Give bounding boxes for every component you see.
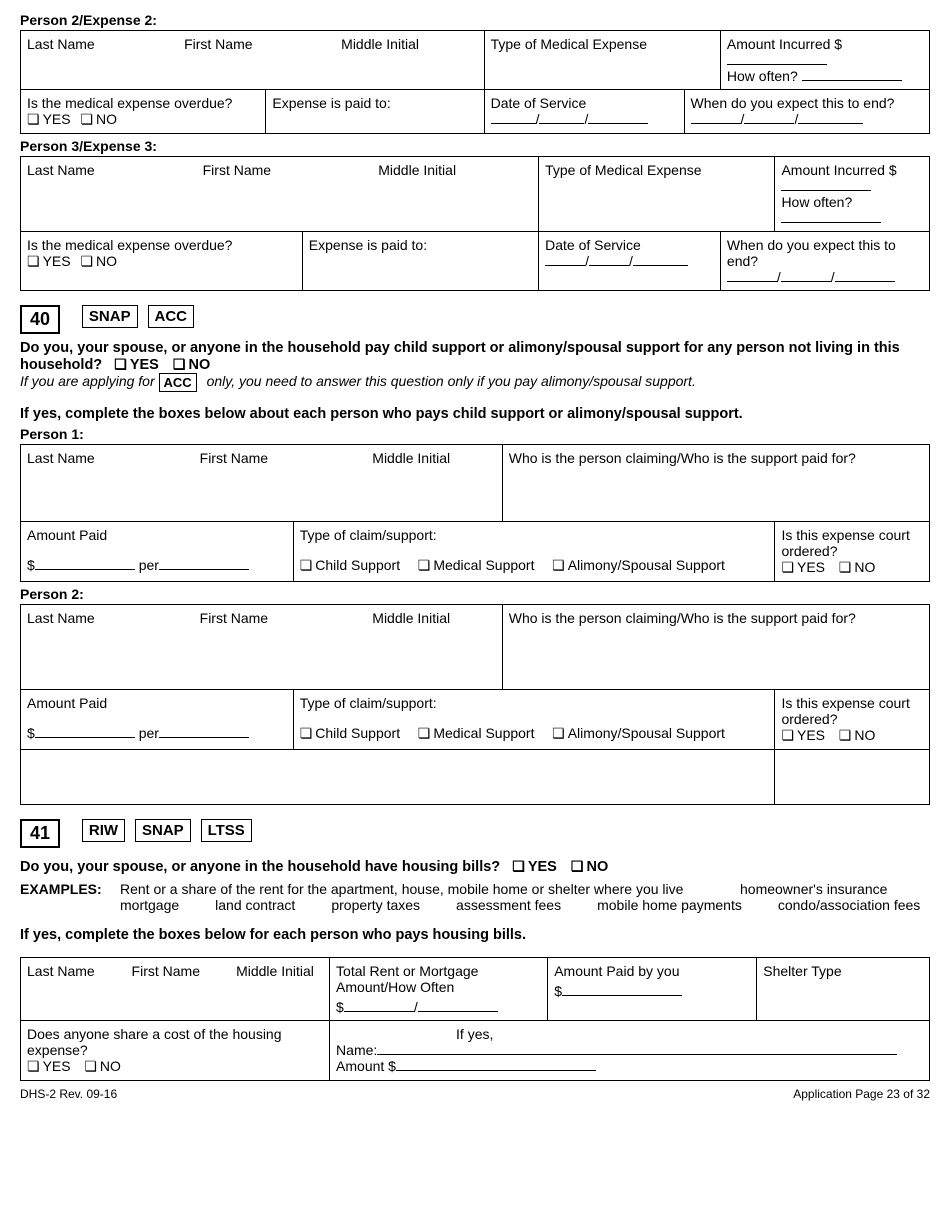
q40-tag-acc: ACC: [148, 305, 195, 328]
q40-tag-row: 40 SNAP ACC: [20, 305, 930, 334]
sp2-court-yes[interactable]: YES: [781, 727, 825, 744]
sp1-lastname: Last Name: [27, 450, 196, 466]
q41-question: Do you, your spouse, or anyone in the ho…: [20, 858, 930, 875]
support-p2-table: Last Name First Name Middle Initial Who …: [20, 604, 930, 805]
footer-right: Application Page 23 of 32: [793, 1087, 930, 1101]
sp1-per: per: [139, 557, 159, 573]
sp1-mi: Middle Initial: [372, 450, 450, 466]
p3e3-amount: Amount Incurred $: [781, 162, 896, 178]
p3e3-header: Person 3/Expense 3:: [20, 138, 930, 154]
p3e3-firstname: First Name: [203, 162, 375, 178]
q40-note-acc-tag: ACC: [159, 373, 197, 392]
sp2-alimony[interactable]: Alimony/Spousal Support: [552, 725, 725, 742]
q41-yes[interactable]: YES: [512, 858, 557, 875]
sp1-claiming: Who is the person claiming/Who is the su…: [509, 450, 856, 466]
p2e2-overdue-no[interactable]: NO: [80, 111, 117, 128]
sp1-court-ordered: Is this expense court ordered?: [781, 527, 923, 559]
sp2-medical-support[interactable]: Medical Support: [418, 725, 535, 742]
p2e2-medicaltype: Type of Medical Expense: [491, 36, 647, 52]
housing-share-q: Does anyone share a cost of the housing …: [27, 1026, 323, 1058]
sp2-court-ordered: Is this expense court ordered?: [781, 695, 923, 727]
p2e2-expect-end: When do you expect this to end?: [691, 95, 923, 111]
q41-tag-snap: SNAP: [135, 819, 191, 842]
page-footer: DHS-2 Rev. 09-16 Application Page 23 of …: [20, 1087, 930, 1101]
q41-examples: EXAMPLES: Rent or a share of the rent fo…: [20, 881, 930, 913]
p3e3-overdue-yes[interactable]: YES: [27, 253, 71, 270]
sp2-firstname: First Name: [200, 610, 369, 626]
p2e2-table: Last Name First Name Middle Initial Type…: [20, 30, 930, 134]
sp1-amount-paid-label: Amount Paid: [27, 527, 287, 543]
p2e2-amount: Amount Incurred $: [727, 36, 842, 52]
support-p1-header: Person 1:: [20, 426, 930, 442]
p2e2-overdue-q: Is the medical expense overdue?: [27, 95, 259, 111]
support-p1-table: Last Name First Name Middle Initial Who …: [20, 444, 930, 582]
q41-number: 41: [20, 819, 60, 848]
housing-name-label: Name:: [336, 1042, 377, 1058]
p2e2-firstname: First Name: [184, 36, 337, 52]
p3e3-paidto: Expense is paid to:: [309, 237, 427, 253]
q40-tag-snap: SNAP: [82, 305, 138, 328]
q40-note: If you are applying for ACC only, you ne…: [20, 373, 930, 392]
p3e3-lastname: Last Name: [27, 162, 199, 178]
p2e2-overdue-yes[interactable]: YES: [27, 111, 71, 128]
sp2-court-no[interactable]: NO: [839, 727, 876, 744]
q40-instruction: If yes, complete the boxes below about e…: [20, 406, 930, 422]
sp2-amount-paid-label: Amount Paid: [27, 695, 287, 711]
p2e2-howoften: How often?: [727, 68, 798, 84]
sp1-firstname: First Name: [200, 450, 369, 466]
housing-table: Last Name First Name Middle Initial Tota…: [20, 957, 930, 1081]
sp2-claiming: Who is the person claiming/Who is the su…: [509, 610, 856, 626]
sp2-type-claim: Type of claim/support:: [300, 695, 769, 711]
q41-tag-row: 41 RIW SNAP LTSS: [20, 819, 930, 848]
housing-amount-label: Amount $: [336, 1058, 396, 1074]
q41-no[interactable]: NO: [571, 858, 608, 875]
p2e2-dos: Date of Service: [491, 95, 678, 111]
p3e3-dos: Date of Service: [545, 237, 714, 253]
housing-shelter-type: Shelter Type: [763, 963, 841, 979]
p3e3-overdue-no[interactable]: NO: [80, 253, 117, 270]
p2e2-lastname: Last Name: [27, 36, 180, 52]
housing-total-rent: Total Rent or Mortgage Amount/How Often: [336, 963, 541, 995]
sp2-per: per: [139, 725, 159, 741]
p2e2-header: Person 2/Expense 2:: [20, 12, 930, 28]
sp1-court-no[interactable]: NO: [839, 559, 876, 576]
p3e3-overdue-q: Is the medical expense overdue?: [27, 237, 232, 253]
p2e2-mi: Middle Initial: [341, 36, 419, 52]
housing-share-yes[interactable]: YES: [27, 1058, 71, 1075]
housing-lastname: Last Name: [27, 963, 128, 979]
sp1-child-support[interactable]: Child Support: [300, 557, 400, 574]
q41-examples-label: EXAMPLES:: [20, 881, 120, 897]
p2e2-paidto: Expense is paid to:: [272, 95, 390, 111]
p3e3-howoften: How often?: [781, 194, 852, 210]
sp1-alimony[interactable]: Alimony/Spousal Support: [552, 557, 725, 574]
q40-no[interactable]: NO: [173, 356, 210, 373]
support-p2-header: Person 2:: [20, 586, 930, 602]
p3e3-medicaltype: Type of Medical Expense: [545, 162, 701, 178]
q41-tag-riw: RIW: [82, 819, 125, 842]
sp1-court-yes[interactable]: YES: [781, 559, 825, 576]
q40-number: 40: [20, 305, 60, 334]
q40-question: Do you, your spouse, or anyone in the ho…: [20, 340, 930, 373]
q41-tag-ltss: LTSS: [201, 819, 252, 842]
housing-share-no[interactable]: NO: [84, 1058, 121, 1075]
p3e3-table: Last Name First Name Middle Initial Type…: [20, 156, 930, 291]
sp1-type-claim: Type of claim/support:: [300, 527, 769, 543]
p3e3-expect-end: When do you expect this to end?: [727, 237, 923, 269]
sp2-mi: Middle Initial: [372, 610, 450, 626]
q40-yes[interactable]: YES: [114, 356, 159, 373]
sp1-medical-support[interactable]: Medical Support: [418, 557, 535, 574]
q41-instruction: If yes, complete the boxes below for eac…: [20, 927, 930, 943]
housing-ifyes: If yes,: [336, 1026, 923, 1042]
sp2-child-support[interactable]: Child Support: [300, 725, 400, 742]
housing-amount-paid: Amount Paid by you: [554, 963, 750, 979]
housing-firstname: First Name: [132, 963, 233, 979]
footer-left: DHS-2 Rev. 09-16: [20, 1087, 117, 1101]
sp2-lastname: Last Name: [27, 610, 196, 626]
p3e3-mi: Middle Initial: [378, 162, 456, 178]
housing-mi: Middle Initial: [236, 963, 314, 979]
